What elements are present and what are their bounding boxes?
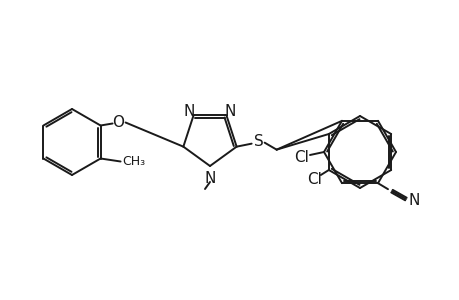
Text: N: N <box>184 104 195 119</box>
Text: O: O <box>112 115 124 130</box>
Text: Cl: Cl <box>307 172 322 188</box>
Text: N: N <box>224 104 235 119</box>
Text: CH₃: CH₃ <box>122 155 146 168</box>
Text: N: N <box>204 171 215 186</box>
Text: S: S <box>253 134 263 149</box>
Text: Cl: Cl <box>294 149 309 164</box>
Text: N: N <box>408 193 419 208</box>
